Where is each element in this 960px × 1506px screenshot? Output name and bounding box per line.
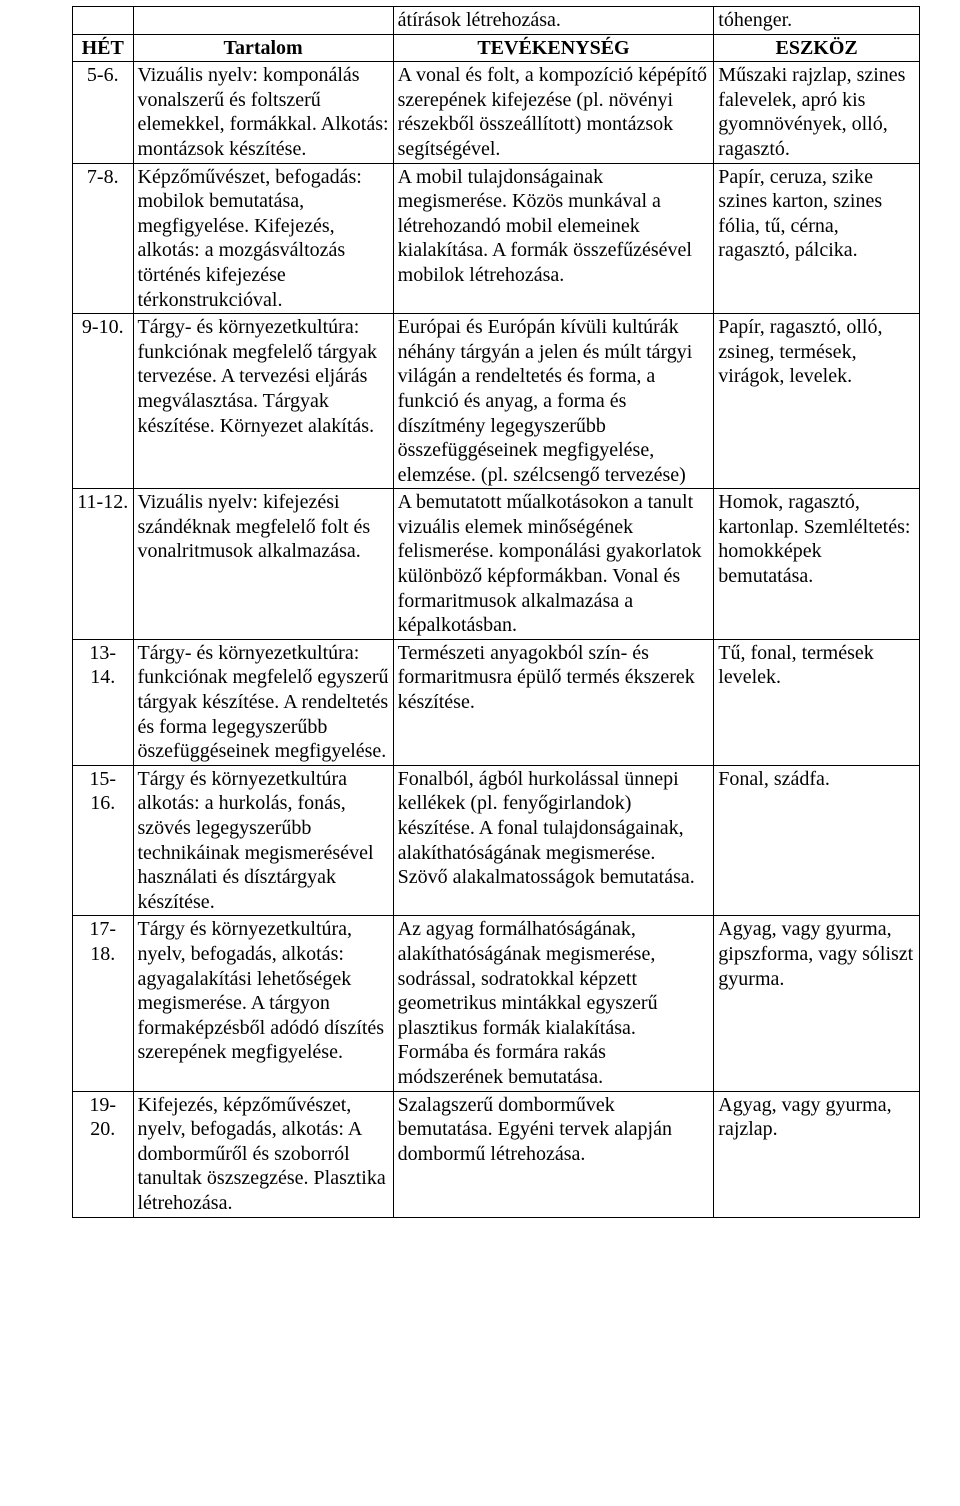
table-row: átírások létrehozása.tóhenger.: [73, 7, 920, 35]
table-row: 7-8.Képzőművészet, befogadás: mobilok be…: [73, 163, 920, 314]
cell-eszkoz: Papír, ceruza, szike szines karton, szin…: [714, 163, 920, 314]
header-tevekenyseg: TEVÉKENYSÉG: [393, 34, 714, 62]
cell-preheader-activity: átírások létrehozása.: [393, 7, 714, 35]
cell-eszkoz: Fonal, szádfa.: [714, 765, 920, 916]
header-het: HÉT: [73, 34, 134, 62]
cell-tevekenyseg: A mobil tulajdonságainak megismerése. Kö…: [393, 163, 714, 314]
table-header-row: HÉTTartalomTEVÉKENYSÉGESZKÖZ: [73, 34, 920, 62]
cell-empty: [73, 7, 134, 35]
header-tartalom: Tartalom: [133, 34, 393, 62]
cell-tartalom: Tárgy és környezetkultúra alkotás: a hur…: [133, 765, 393, 916]
cell-tartalom: Vizuális nyelv: komponálás vonalszerű és…: [133, 62, 393, 163]
table-row: 5-6.Vizuális nyelv: komponálás vonalszer…: [73, 62, 920, 163]
table-row: 15-16.Tárgy és környezetkultúra alkotás:…: [73, 765, 920, 916]
cell-preheader-tool: tóhenger.: [714, 7, 920, 35]
cell-tevekenyseg: Szalagszerű domborművek bemutatása. Egyé…: [393, 1091, 714, 1217]
cell-tartalom: Tárgy- és környezetkultúra: funkciónak m…: [133, 314, 393, 489]
cell-het: 9-10.: [73, 314, 134, 489]
curriculum-table: átírások létrehozása.tóhenger.HÉTTartalo…: [72, 6, 920, 1218]
cell-tartalom: Vizuális nyelv: kifejezési szándéknak me…: [133, 489, 393, 640]
cell-eszkoz: Tű, fonal, termések levelek.: [714, 639, 920, 765]
cell-het: 19-20.: [73, 1091, 134, 1217]
cell-tartalom: Képzőművészet, befogadás: mobilok bemuta…: [133, 163, 393, 314]
cell-tevekenyseg: Az agyag formálhatóságának, alakíthatósá…: [393, 916, 714, 1091]
cell-empty: [133, 7, 393, 35]
page-container: átírások létrehozása.tóhenger.HÉTTartalo…: [0, 0, 960, 1258]
header-eszkoz: ESZKÖZ: [714, 34, 920, 62]
table-row: 13-14.Tárgy- és környezetkultúra: funkci…: [73, 639, 920, 765]
cell-tevekenyseg: Európai és Európán kívüli kultúrák néhán…: [393, 314, 714, 489]
cell-tevekenyseg: Fonalból, ágból hurkolással ünnepi kellé…: [393, 765, 714, 916]
cell-eszkoz: Agyag, vagy gyurma, rajzlap.: [714, 1091, 920, 1217]
cell-tartalom: Tárgy- és környezetkultúra: funkciónak m…: [133, 639, 393, 765]
table-row: 9-10.Tárgy- és környezetkultúra: funkció…: [73, 314, 920, 489]
cell-tartalom: Kifejezés, képzőművészet, nyelv, befogad…: [133, 1091, 393, 1217]
cell-eszkoz: Papír, ragasztó, olló, zsineg, termések,…: [714, 314, 920, 489]
table-body: átírások létrehozása.tóhenger.HÉTTartalo…: [73, 7, 920, 1218]
cell-tevekenyseg: A bemutatott műalkotásokon a tanult vizu…: [393, 489, 714, 640]
cell-het: 15-16.: [73, 765, 134, 916]
cell-tevekenyseg: A vonal és folt, a kompozíció képépítő s…: [393, 62, 714, 163]
table-row: 19-20.Kifejezés, képzőművészet, nyelv, b…: [73, 1091, 920, 1217]
table-row: 11-12.Vizuális nyelv: kifejezési szándék…: [73, 489, 920, 640]
cell-het: 11-12.: [73, 489, 134, 640]
cell-tartalom: Tárgy és környezetkultúra, nyelv, befoga…: [133, 916, 393, 1091]
cell-het: 17-18.: [73, 916, 134, 1091]
cell-het: 13-14.: [73, 639, 134, 765]
cell-het: 7-8.: [73, 163, 134, 314]
cell-tevekenyseg: Természeti anyagokból szín- és formaritm…: [393, 639, 714, 765]
cell-het: 5-6.: [73, 62, 134, 163]
table-row: 17-18.Tárgy és környezetkultúra, nyelv, …: [73, 916, 920, 1091]
cell-eszkoz: Homok, ragasztó, kartonlap. Szemléltetés…: [714, 489, 920, 640]
cell-eszkoz: Agyag, vagy gyurma, gipszforma, vagy sól…: [714, 916, 920, 1091]
cell-eszkoz: Műszaki rajzlap, szines falevelek, apró …: [714, 62, 920, 163]
